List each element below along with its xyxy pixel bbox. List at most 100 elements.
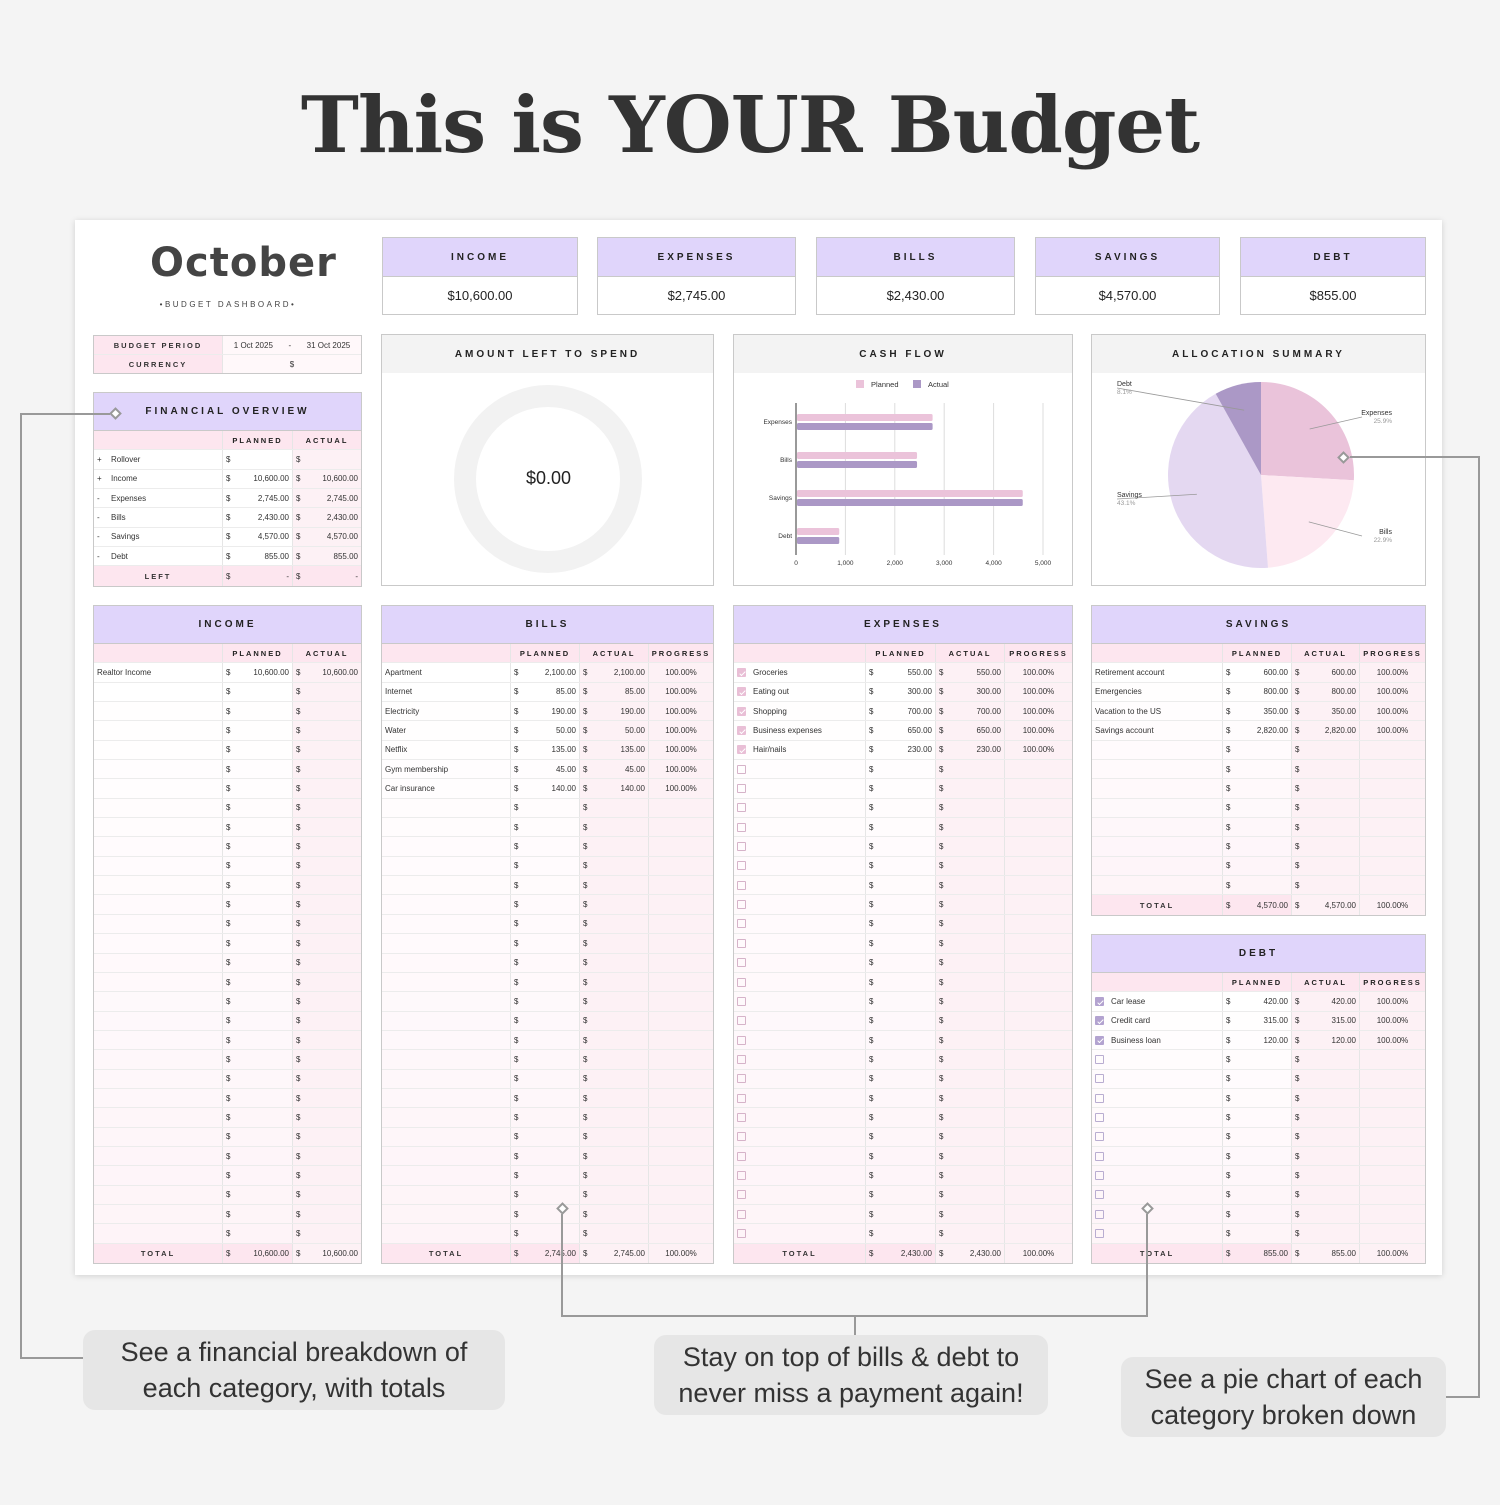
item-label-cell[interactable] — [382, 1069, 511, 1088]
planned-cell[interactable]: $350.00 — [1223, 702, 1292, 721]
item-label-cell[interactable] — [734, 856, 866, 876]
checkbox[interactable] — [737, 1112, 746, 1122]
planned-cell[interactable]: $ — [223, 1204, 293, 1224]
actual-cell[interactable]: $ — [293, 682, 361, 702]
item-label-cell[interactable] — [94, 876, 223, 895]
planned-cell[interactable]: $ — [511, 934, 580, 953]
checkbox[interactable] — [737, 842, 746, 852]
item-label-cell[interactable] — [1092, 876, 1223, 895]
item-label-cell[interactable]: Gym membership — [382, 760, 511, 779]
planned-cell[interactable]: $ — [1223, 1089, 1292, 1108]
actual-cell[interactable]: $ — [936, 1127, 1005, 1146]
planned-cell[interactable]: $2,100.00 — [511, 663, 580, 682]
planned-cell[interactable]: $ — [1223, 856, 1292, 876]
actual-cell[interactable]: $ — [936, 1166, 1005, 1185]
actual-cell[interactable]: $ — [936, 876, 1005, 895]
planned-cell[interactable]: $ — [223, 818, 293, 837]
planned-cell[interactable]: $ — [866, 1108, 936, 1127]
planned-cell[interactable]: $ — [1223, 1147, 1292, 1166]
checkbox[interactable] — [737, 1190, 746, 1200]
item-label-cell[interactable] — [734, 1204, 866, 1224]
actual-cell[interactable]: $ — [293, 895, 361, 914]
planned-cell[interactable]: $ — [511, 818, 580, 837]
item-label-cell[interactable] — [734, 837, 866, 856]
checkbox[interactable] — [1095, 1035, 1104, 1045]
planned-cell[interactable]: $ — [1223, 837, 1292, 856]
planned-cell[interactable]: $ — [511, 953, 580, 972]
planned-cell[interactable]: $ — [223, 953, 293, 972]
period-end[interactable]: 31 Oct 2025 — [306, 340, 351, 350]
checkbox[interactable] — [737, 1170, 746, 1180]
checkbox[interactable] — [737, 1132, 746, 1142]
actual-cell[interactable]: $ — [580, 1146, 649, 1166]
actual-cell[interactable]: $ — [580, 1030, 649, 1050]
checkbox[interactable] — [1095, 1074, 1104, 1084]
item-label-cell[interactable] — [94, 1050, 223, 1069]
item-label-cell[interactable] — [94, 953, 223, 972]
actual-cell[interactable]: $ — [1292, 1069, 1360, 1089]
checkbox[interactable] — [737, 958, 746, 968]
planned-cell[interactable]: $ — [223, 702, 293, 721]
checkbox[interactable] — [737, 880, 746, 890]
planned-cell[interactable]: $2,820.00 — [1223, 721, 1292, 740]
item-label-cell[interactable]: Credit card — [1092, 1011, 1223, 1031]
currency-value[interactable]: $ — [223, 355, 361, 373]
actual-cell[interactable]: $ — [293, 972, 361, 992]
actual-cell[interactable]: $ — [293, 1146, 361, 1166]
item-label-cell[interactable] — [734, 953, 866, 972]
checkbox[interactable] — [737, 861, 746, 871]
planned-cell[interactable]: $ — [223, 1185, 293, 1204]
actual-cell[interactable]: $ — [1292, 1185, 1360, 1205]
planned-cell[interactable]: $ — [511, 856, 580, 876]
planned-cell[interactable]: $ — [511, 1030, 580, 1050]
planned-cell[interactable]: $ — [1223, 818, 1292, 837]
item-label-cell[interactable] — [734, 895, 866, 914]
item-label-cell[interactable]: Business expenses — [734, 721, 866, 740]
item-label-cell[interactable] — [94, 760, 223, 779]
planned-cell[interactable]: $ — [866, 1146, 936, 1166]
actual-cell[interactable]: $ — [580, 1204, 649, 1224]
item-label-cell[interactable] — [734, 934, 866, 953]
actual-cell[interactable]: $ — [580, 818, 649, 837]
item-label-cell[interactable] — [734, 1050, 866, 1069]
item-label-cell[interactable] — [1092, 798, 1223, 818]
actual-cell[interactable]: $ — [936, 1146, 1005, 1166]
planned-cell[interactable]: $600.00 — [1223, 663, 1292, 682]
planned-cell[interactable]: $ — [1223, 1205, 1292, 1224]
item-label-cell[interactable]: Apartment — [382, 663, 511, 682]
actual-cell[interactable]: $ — [580, 992, 649, 1011]
planned-cell[interactable]: $ — [223, 721, 293, 740]
item-label-cell[interactable] — [94, 682, 223, 702]
item-label-cell[interactable]: Internet — [382, 682, 511, 702]
actual-cell[interactable]: $ — [580, 972, 649, 992]
planned-cell[interactable]: $ — [511, 1204, 580, 1224]
item-label-cell[interactable] — [382, 798, 511, 818]
planned-cell[interactable]: $ — [866, 798, 936, 818]
actual-cell[interactable]: $ — [580, 1224, 649, 1243]
actual-cell[interactable]: $ — [293, 992, 361, 1011]
planned-cell[interactable]: $ — [223, 779, 293, 798]
planned-cell[interactable]: $ — [1223, 798, 1292, 818]
actual-cell[interactable]: $ — [1292, 760, 1360, 779]
item-label-cell[interactable] — [94, 934, 223, 953]
planned-cell[interactable]: $ — [866, 876, 936, 895]
actual-cell[interactable]: $85.00 — [580, 682, 649, 702]
planned-cell[interactable]: $ — [223, 1050, 293, 1069]
actual-cell[interactable]: $800.00 — [1292, 682, 1360, 702]
actual-cell[interactable]: $ — [580, 1050, 649, 1069]
planned-cell[interactable]: $ — [866, 818, 936, 837]
actual-cell[interactable]: $ — [936, 914, 1005, 934]
planned-cell[interactable]: $ — [223, 1127, 293, 1146]
checkbox[interactable] — [737, 900, 746, 910]
planned-cell[interactable]: $ — [511, 914, 580, 934]
actual-cell[interactable]: $ — [1292, 740, 1360, 760]
item-label-cell[interactable] — [94, 1224, 223, 1243]
planned-cell[interactable]: $ — [511, 1127, 580, 1146]
planned-cell[interactable]: $ — [223, 1166, 293, 1185]
actual-cell[interactable]: $ — [936, 779, 1005, 798]
planned-cell[interactable]: $ — [1223, 1224, 1292, 1243]
planned-cell[interactable]: $ — [1223, 1108, 1292, 1127]
item-label-cell[interactable] — [734, 992, 866, 1011]
planned-cell[interactable]: $ — [223, 740, 293, 760]
item-label-cell[interactable] — [1092, 837, 1223, 856]
